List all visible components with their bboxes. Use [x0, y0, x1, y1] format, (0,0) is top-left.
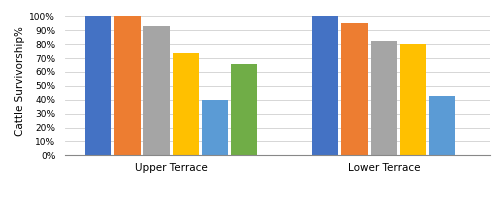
Bar: [114, 16, 140, 155]
Y-axis label: Cattle Survivorship%: Cattle Survivorship%: [15, 26, 25, 136]
Bar: [429, 96, 456, 155]
Bar: [231, 64, 258, 155]
Bar: [312, 16, 338, 155]
Bar: [370, 42, 397, 155]
Bar: [342, 23, 367, 155]
Bar: [144, 26, 170, 155]
Bar: [202, 100, 228, 155]
Bar: [85, 16, 112, 155]
Bar: [400, 44, 426, 155]
Bar: [172, 53, 199, 155]
